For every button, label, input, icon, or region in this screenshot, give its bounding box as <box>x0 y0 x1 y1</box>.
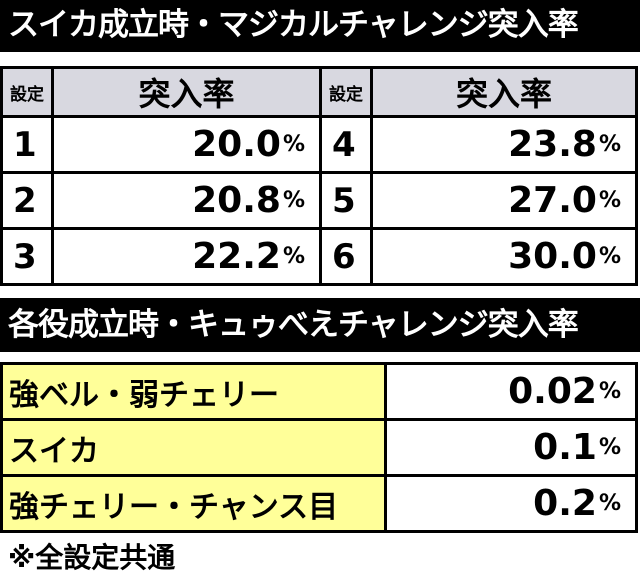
header-cell: 設定 <box>0 66 54 118</box>
rate-cell: 0.02% <box>384 362 638 421</box>
header-cell: 突入率 <box>370 66 638 118</box>
unit: % <box>598 188 621 213</box>
rate-cell: 30.0% <box>370 227 638 286</box>
setting-cell: 4 <box>319 115 373 174</box>
rate-cell: 20.0% <box>51 115 322 174</box>
role-cell: 強チェリー・チャンス目 <box>0 474 387 533</box>
setting-cell: 2 <box>0 171 54 230</box>
unit: % <box>282 244 305 269</box>
setting-cell: 6 <box>319 227 373 286</box>
title: スイカ成立時・マジカルチャレンジ突入率 <box>0 0 640 52</box>
header-cell: 設定 <box>319 66 373 118</box>
unit: % <box>598 132 621 157</box>
note: ※全設定共通 <box>8 541 176 574</box>
unit: % <box>282 188 305 213</box>
rate-cell: 0.2% <box>384 474 638 533</box>
role-cell: 強ベル・弱チェリー <box>0 362 387 421</box>
unit: % <box>598 244 621 269</box>
rate-cell: 20.8% <box>51 171 322 230</box>
role-cell: スイカ <box>0 418 387 477</box>
rate-cell: 22.2% <box>51 227 322 286</box>
unit: % <box>598 379 621 404</box>
setting-cell: 5 <box>319 171 373 230</box>
rate-cell: 23.8% <box>370 115 638 174</box>
setting-cell: 3 <box>0 227 54 286</box>
rate-cell: 27.0% <box>370 171 638 230</box>
unit: % <box>282 132 305 157</box>
rate-cell: 0.1% <box>384 418 638 477</box>
unit: % <box>598 435 621 460</box>
header-cell: 突入率 <box>51 66 322 118</box>
title: 各役成立時・キュゥべえチャレンジ突入率 <box>0 298 640 352</box>
unit: % <box>598 491 621 516</box>
setting-cell: 1 <box>0 115 54 174</box>
